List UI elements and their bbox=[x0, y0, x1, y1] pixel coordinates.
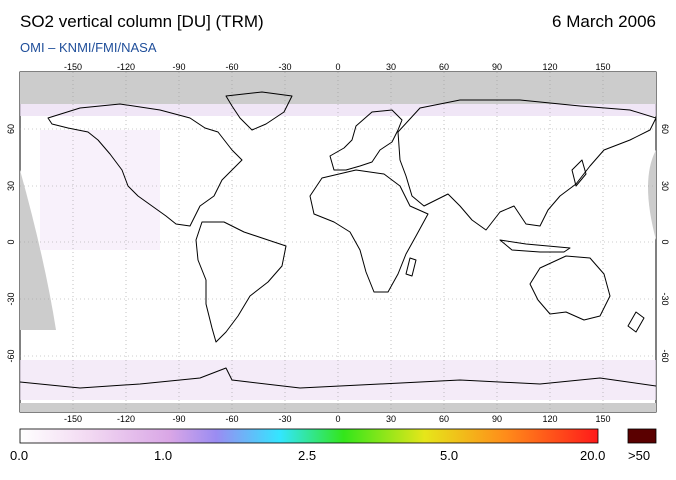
lat-tick-label: 0 bbox=[6, 239, 16, 244]
lat-ticks-left: 60 30 0 -30 -60 bbox=[6, 124, 16, 363]
lon-tick-label: -150 bbox=[64, 414, 82, 424]
lon-tick-label: -90 bbox=[172, 62, 185, 72]
lon-tick-label: 60 bbox=[439, 414, 449, 424]
data-credit: OMI – KNMI/FMI/NASA bbox=[20, 40, 157, 55]
colorbar-label: 1.0 bbox=[154, 448, 173, 463]
lon-tick-label: 90 bbox=[492, 62, 502, 72]
lat-tick-label: 60 bbox=[660, 124, 670, 134]
graticule bbox=[20, 72, 656, 412]
lon-tick-label: -30 bbox=[278, 414, 291, 424]
lat-tick-label: -30 bbox=[660, 292, 670, 305]
lon-tick-label: 150 bbox=[595, 414, 610, 424]
map-date: 6 March 2006 bbox=[552, 12, 656, 31]
lon-tick-label: 0 bbox=[335, 414, 340, 424]
lon-tick-label: -60 bbox=[225, 62, 238, 72]
lon-tick-label: 150 bbox=[595, 62, 610, 72]
europe-coast bbox=[329, 109, 403, 171]
colorbar-label: 5.0 bbox=[440, 448, 459, 463]
lon-tick-label: -120 bbox=[117, 414, 135, 424]
colorbar-label: 0.0 bbox=[10, 448, 29, 463]
lon-tick-label: 120 bbox=[542, 62, 557, 72]
no-data-east-swath bbox=[648, 150, 656, 240]
coastlines bbox=[20, 91, 656, 389]
lon-tick-label: -30 bbox=[278, 62, 291, 72]
lat-tick-label: -60 bbox=[660, 349, 670, 362]
colorbar-label: 2.5 bbox=[298, 448, 317, 463]
lon-tick-label: 90 bbox=[492, 414, 502, 424]
lon-tick-label: 30 bbox=[386, 62, 396, 72]
lat-tick-label: -30 bbox=[6, 292, 16, 305]
colorbar bbox=[19, 428, 599, 444]
no-data-west-swath bbox=[20, 170, 56, 330]
colorbar-overflow-label: >50 bbox=[628, 448, 651, 463]
asia-coast bbox=[397, 99, 656, 231]
low-so2-region bbox=[40, 130, 160, 250]
lon-tick-label: 0 bbox=[335, 62, 340, 72]
colorbar-label: 20.0 bbox=[580, 448, 606, 463]
colorbar-overflow-swatch bbox=[627, 428, 657, 444]
indonesia-coast bbox=[499, 239, 571, 253]
lon-tick-label: -150 bbox=[64, 62, 82, 72]
lat-tick-label: 30 bbox=[660, 181, 670, 191]
lon-tick-label: 30 bbox=[386, 414, 396, 424]
greenland-coast bbox=[225, 91, 293, 131]
japan-coast bbox=[571, 159, 587, 187]
lat-tick-label: 0 bbox=[660, 239, 670, 244]
lat-tick-label: -60 bbox=[6, 349, 16, 362]
lon-tick-label: -90 bbox=[172, 414, 185, 424]
lon-tick-label: 60 bbox=[439, 62, 449, 72]
lon-ticks-bottom: -150 -120 -90 -60 -30 0 30 60 90 120 150 bbox=[64, 414, 611, 424]
africa-coast bbox=[309, 169, 429, 293]
lon-tick-label: -60 bbox=[225, 414, 238, 424]
lat-tick-label: 60 bbox=[6, 124, 16, 134]
madagascar-coast bbox=[405, 257, 417, 277]
map-title: SO2 vertical column [DU] (TRM) bbox=[20, 12, 264, 31]
lat-ticks-right: 60 30 0 -30 -60 bbox=[660, 124, 670, 363]
lon-tick-label: 120 bbox=[542, 414, 557, 424]
antarctica-coast bbox=[20, 367, 656, 389]
lat-tick-label: 30 bbox=[6, 181, 16, 191]
new-zealand-coast bbox=[627, 311, 645, 333]
lon-tick-label: -120 bbox=[117, 62, 135, 72]
lon-ticks-top: -150 -120 -90 -60 -30 0 30 60 90 120 150 bbox=[64, 62, 611, 72]
no-data-south bbox=[20, 403, 656, 412]
polar-noise-band-north bbox=[20, 104, 656, 116]
australia-coast bbox=[529, 255, 611, 321]
south-america-coast bbox=[195, 221, 287, 343]
north-america-coast bbox=[47, 103, 243, 227]
